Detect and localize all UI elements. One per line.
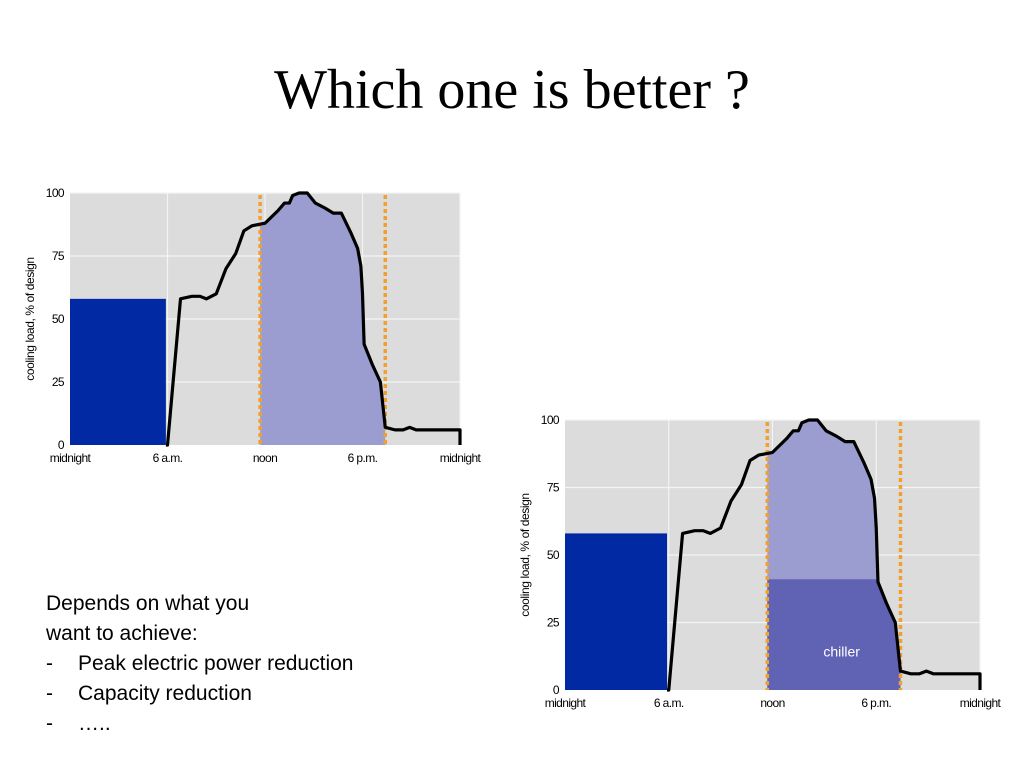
y-tick-label: 0: [58, 438, 65, 452]
slide-title: Which one is better ?: [274, 59, 750, 121]
x-tick-label: 6 a.m.: [654, 696, 684, 710]
answer-text-block: Depends on what you want to achieve: - P…: [46, 589, 466, 739]
x-tick-label: midnight: [545, 696, 587, 710]
bullet-item: - …..: [46, 709, 466, 739]
y-tick-label: 25: [52, 375, 65, 389]
bullet-text: Capacity reduction: [78, 682, 252, 705]
y-tick-label: 50: [52, 312, 65, 326]
y-tick-label: 25: [547, 616, 560, 630]
x-tick-label: midnight: [50, 451, 92, 465]
answer-intro-line-2: want to achieve:: [46, 622, 198, 645]
storage-discharge-block: [565, 533, 668, 690]
x-tick-label: 6 p.m.: [861, 696, 891, 710]
x-tick-label: midnight: [440, 451, 482, 465]
answer-intro-line-1: Depends on what you: [46, 592, 250, 615]
x-tick-label: noon: [253, 451, 277, 465]
chiller-area: [767, 579, 901, 690]
y-tick-label: 75: [547, 481, 560, 495]
bullet-text: Peak electric power reduction: [78, 652, 354, 675]
y-tick-label: 75: [52, 249, 65, 263]
y-tick-label: 100: [541, 413, 560, 427]
x-tick-label: noon: [760, 696, 784, 710]
y-tick-label: 0: [553, 683, 560, 697]
bullet-text: …..: [78, 712, 111, 735]
bullet-item: - Peak electric power reduction: [46, 649, 466, 679]
x-tick-label: 6 p.m.: [348, 451, 378, 465]
load-curve-line: [165, 191, 462, 447]
bullet-dash: -: [46, 712, 53, 735]
bullet-dash: -: [46, 652, 53, 675]
y-axis-label: cooling load, % of design: [518, 493, 532, 616]
peak-load-area: [260, 193, 386, 445]
storage-discharge-block: [70, 298, 166, 445]
y-tick-label: 50: [547, 548, 560, 562]
y-tick-label: 100: [46, 186, 65, 200]
bullet-dash: -: [46, 682, 53, 705]
y-axis-label: cooling load, % of design: [23, 257, 37, 380]
chiller-label: chiller: [823, 643, 860, 659]
load-curve-line: [667, 418, 982, 692]
x-tick-label: midnight: [960, 696, 1002, 710]
bullet-item: - Capacity reduction: [46, 679, 466, 709]
x-tick-label: 6 a.m.: [153, 451, 183, 465]
